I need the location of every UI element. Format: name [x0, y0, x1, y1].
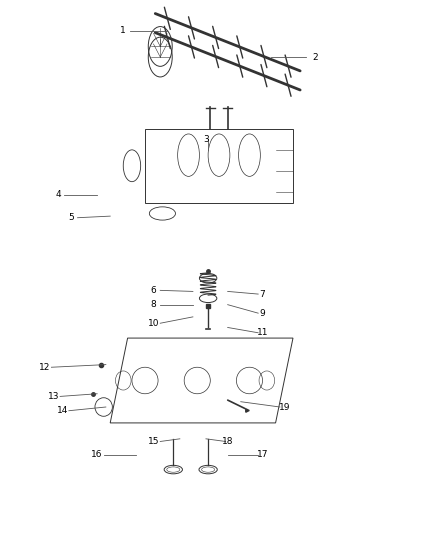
Text: 14: 14	[57, 406, 68, 415]
Text: 4: 4	[55, 190, 61, 199]
Text: 5: 5	[68, 213, 74, 222]
Text: 15: 15	[148, 437, 159, 446]
Text: 12: 12	[39, 363, 51, 372]
Text: 7: 7	[260, 289, 265, 298]
Text: 8: 8	[151, 300, 157, 309]
Text: 1: 1	[120, 26, 126, 35]
Text: 17: 17	[257, 450, 268, 459]
Text: 16: 16	[92, 450, 103, 459]
Text: 3: 3	[203, 135, 209, 144]
Text: 13: 13	[48, 392, 60, 401]
Text: 19: 19	[279, 402, 290, 411]
Bar	[145, 128, 293, 203]
Text: 18: 18	[222, 437, 233, 446]
Text: 10: 10	[148, 319, 159, 328]
Text: 2: 2	[312, 53, 318, 62]
Text: 11: 11	[257, 328, 268, 337]
Text: 9: 9	[260, 309, 265, 318]
Text: 6: 6	[151, 286, 157, 295]
